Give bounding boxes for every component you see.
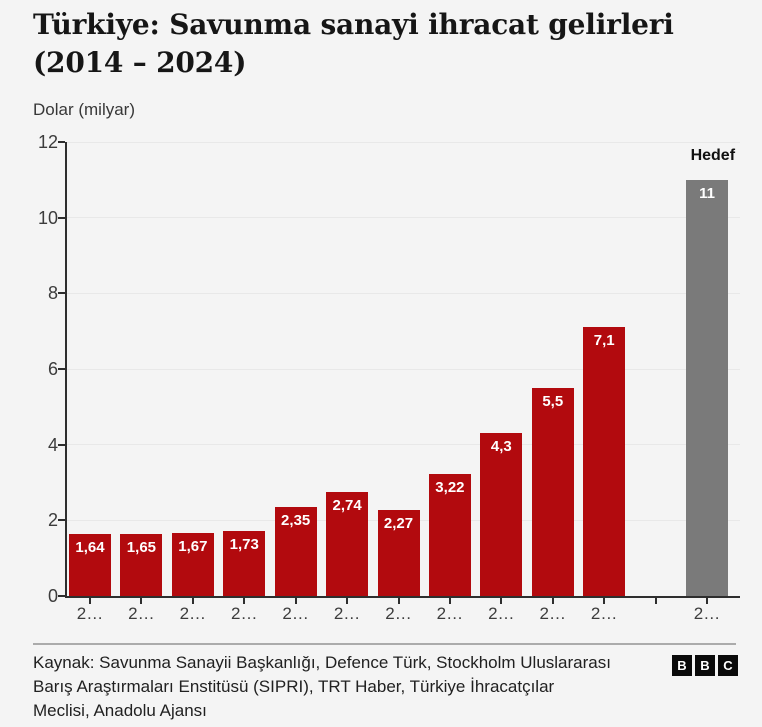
bar-value-label: 1,73	[226, 534, 262, 554]
export-bar: 1,65	[120, 533, 163, 596]
y-axis-tick-label: 0	[47, 586, 58, 606]
source-line: Barış Araştırmaları Enstitüsü (SIPRI), T…	[33, 677, 555, 696]
bbc-logo-block-b2: B	[695, 655, 715, 676]
x-axis-tick	[448, 598, 451, 604]
bar-value-label: 11	[696, 183, 718, 203]
x-axis-tick	[243, 598, 246, 604]
x-axis-tick	[397, 598, 400, 604]
y-axis-tick	[58, 443, 65, 446]
chart-title-line1: Türkiye: Savunma sanayi ihracat gelirler…	[33, 8, 674, 41]
y-axis-tick-label: 10	[37, 207, 58, 228]
x-axis-tick	[346, 598, 349, 604]
bar-value-label: 1,65	[123, 537, 160, 557]
source-attribution: Kaynak: Savunma Sanayii Başkanlığı, Defe…	[33, 651, 678, 723]
y-axis-unit-label: Dolar (milyar)	[33, 100, 135, 119]
y-axis-tick	[58, 141, 65, 143]
export-bar: 1,67	[171, 532, 214, 596]
bar-value-label: 1,64	[72, 537, 108, 557]
export-bar: 7,1	[583, 327, 626, 596]
y-axis-tick-label: 2	[47, 510, 58, 531]
y-gridline	[67, 444, 740, 446]
x-axis-tick	[706, 598, 708, 604]
x-axis-line	[65, 596, 740, 598]
y-axis-tick-label: 12	[37, 132, 58, 152]
bbc-logo: B B C	[672, 655, 738, 676]
target-annotation-label: Hedef	[690, 146, 736, 164]
export-bar: 2,74	[326, 492, 369, 596]
chart-title-line2: (2014 – 2024)	[33, 46, 247, 79]
y-axis-tick	[58, 292, 65, 295]
bbc-logo-block-c: C	[718, 655, 738, 676]
export-bar: 1,64	[69, 533, 111, 596]
y-gridline	[67, 292, 740, 294]
x-axis-tick-label: 2…	[282, 604, 309, 623]
plot-area: 0 2 4 6 8 10 12 2… 1,64 2… 1,65 2… 1,67 2… 1,73 2… 2,35 2…	[38, 132, 740, 623]
bar-value-label: 7,1	[590, 331, 618, 351]
x-axis-tick	[89, 598, 91, 604]
x-axis-tick	[140, 598, 143, 604]
chart-title: Türkiye: Savunma sanayi ihracat gelirler…	[33, 6, 733, 82]
y-axis-tick-label: 6	[47, 359, 58, 379]
export-bar: 4,3	[480, 433, 523, 596]
source-line: Meclisi, Anadolu Ajansı	[33, 701, 207, 720]
y-gridline	[67, 141, 740, 143]
x-axis-tick	[654, 598, 657, 604]
x-axis-tick-label: 2…	[333, 604, 361, 623]
x-axis-tick	[191, 598, 194, 604]
y-axis-tick	[58, 595, 65, 597]
export-bar: 2,27	[377, 510, 420, 596]
x-axis-tick-label: 2…	[436, 604, 464, 623]
y-gridline	[67, 368, 740, 370]
x-axis-tick-label: 2…	[488, 604, 515, 623]
y-axis-tick	[58, 368, 65, 370]
target-bar: 11	[686, 179, 728, 596]
y-gridline	[67, 217, 740, 219]
y-axis-tick-label: 4	[47, 434, 58, 455]
x-axis-tick-label: 2…	[76, 604, 104, 623]
source-line: Kaynak: Savunma Sanayii Başkanlığı, Defe…	[33, 653, 611, 672]
x-axis-tick-label: 2…	[539, 604, 566, 623]
export-bar: 5,5	[531, 387, 574, 596]
x-axis-tick-label: 2…	[693, 604, 721, 623]
x-axis-tick	[603, 598, 606, 604]
bar-value-label: 2,74	[329, 496, 365, 516]
bar-value-label: 4,3	[487, 437, 515, 457]
bar-value-label: 2,27	[380, 514, 417, 534]
x-axis-tick-label: 2…	[231, 604, 258, 623]
bar-value-label: 2,35	[278, 511, 314, 531]
bar-value-label: 3,22	[432, 478, 468, 498]
bar-value-label: 1,67	[175, 536, 211, 556]
x-axis-tick-label: 2…	[590, 604, 618, 623]
footer-divider	[33, 643, 736, 645]
x-axis-tick	[500, 598, 503, 604]
y-axis-tick	[58, 216, 65, 219]
y-axis-tick-label: 8	[47, 283, 58, 304]
y-axis-line	[65, 142, 67, 598]
y-axis-tick	[58, 519, 65, 522]
x-axis-tick	[294, 598, 297, 604]
export-bar: 2,35	[274, 507, 317, 596]
export-bar: 3,22	[428, 474, 471, 596]
bar-value-label: 5,5	[539, 391, 567, 411]
x-axis-tick-label: 2…	[179, 604, 207, 623]
x-axis-tick-label: 2…	[385, 604, 412, 623]
export-bar: 1,73	[223, 530, 266, 596]
x-axis-tick-label: 2…	[128, 604, 155, 623]
bbc-logo-block-b1: B	[672, 655, 692, 676]
x-axis-tick	[551, 598, 554, 604]
